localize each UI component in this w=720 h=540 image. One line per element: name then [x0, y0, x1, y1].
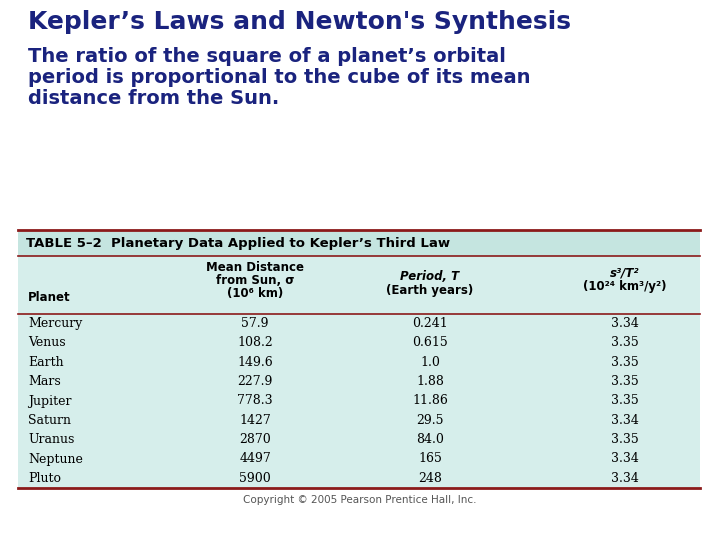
Text: 3.34: 3.34 [611, 453, 639, 465]
Text: Saturn: Saturn [28, 414, 71, 427]
Text: 2870: 2870 [239, 433, 271, 446]
Text: distance from the Sun.: distance from the Sun. [28, 89, 279, 108]
FancyBboxPatch shape [18, 230, 700, 256]
Text: 3.34: 3.34 [611, 472, 639, 485]
Text: 149.6: 149.6 [237, 356, 273, 369]
Text: TABLE 5–2  Planetary Data Applied to Kepler’s Third Law: TABLE 5–2 Planetary Data Applied to Kepl… [26, 237, 450, 249]
Text: 1427: 1427 [239, 414, 271, 427]
Text: Mars: Mars [28, 375, 60, 388]
Text: Pluto: Pluto [28, 472, 61, 485]
Text: Jupiter: Jupiter [28, 395, 71, 408]
Text: 3.34: 3.34 [611, 414, 639, 427]
Text: 0.615: 0.615 [412, 336, 448, 349]
Text: 3.35: 3.35 [611, 433, 639, 446]
Text: 57.9: 57.9 [241, 317, 269, 330]
Text: 0.241: 0.241 [412, 317, 448, 330]
Text: 11.86: 11.86 [412, 395, 448, 408]
Text: Planet: Planet [28, 291, 71, 304]
Text: 1.0: 1.0 [420, 356, 440, 369]
Text: s³/T²: s³/T² [611, 266, 640, 279]
Text: 3.34: 3.34 [611, 317, 639, 330]
Text: 248: 248 [418, 472, 442, 485]
Text: 227.9: 227.9 [238, 375, 273, 388]
Text: 1.88: 1.88 [416, 375, 444, 388]
Text: (10²⁴ km³/y²): (10²⁴ km³/y²) [583, 280, 667, 293]
Text: 29.5: 29.5 [416, 414, 444, 427]
Text: 3.35: 3.35 [611, 375, 639, 388]
Text: 84.0: 84.0 [416, 433, 444, 446]
Text: Neptune: Neptune [28, 453, 83, 465]
Text: 3.35: 3.35 [611, 395, 639, 408]
Text: Copyright © 2005 Pearson Prentice Hall, Inc.: Copyright © 2005 Pearson Prentice Hall, … [243, 495, 477, 505]
Text: Earth: Earth [28, 356, 63, 369]
Text: Kepler’s Laws and Newton's Synthesis: Kepler’s Laws and Newton's Synthesis [28, 10, 571, 34]
FancyBboxPatch shape [18, 230, 700, 488]
Text: Uranus: Uranus [28, 433, 74, 446]
Text: Mean Distance: Mean Distance [206, 261, 304, 274]
Text: Mercury: Mercury [28, 317, 82, 330]
Text: 3.35: 3.35 [611, 336, 639, 349]
Text: 108.2: 108.2 [237, 336, 273, 349]
Text: 4497: 4497 [239, 453, 271, 465]
Text: The ratio of the square of a planet’s orbital: The ratio of the square of a planet’s or… [28, 47, 506, 66]
Text: 3.35: 3.35 [611, 356, 639, 369]
Text: Venus: Venus [28, 336, 66, 349]
Text: Period, T: Period, T [400, 270, 459, 283]
Text: (10⁶ km): (10⁶ km) [227, 287, 283, 300]
Text: 5900: 5900 [239, 472, 271, 485]
Text: from Sun, σ: from Sun, σ [216, 274, 294, 287]
Text: 778.3: 778.3 [237, 395, 273, 408]
Text: (Earth years): (Earth years) [387, 284, 474, 297]
Text: 165: 165 [418, 453, 442, 465]
Text: period is proportional to the cube of its mean: period is proportional to the cube of it… [28, 68, 531, 87]
